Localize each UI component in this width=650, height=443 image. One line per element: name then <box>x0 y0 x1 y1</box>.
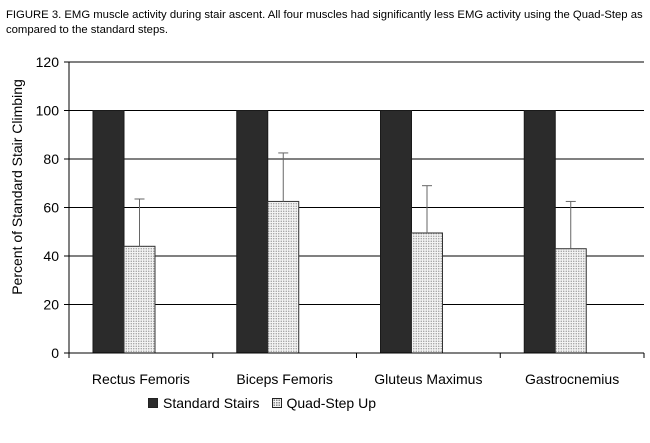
bar-standard-stairs <box>92 110 125 354</box>
bar-quad-step-up <box>554 248 587 354</box>
y-axis-label: Percent of Standard Stair Climbing <box>9 79 25 295</box>
legend-item-quad: Quad-Step Up <box>271 395 377 411</box>
y-tick-label: 80 <box>43 151 59 167</box>
legend-swatch-standard <box>148 398 158 408</box>
y-tick-label: 20 <box>43 297 59 313</box>
bar-standard-stairs <box>380 110 412 354</box>
legend-swatch-quad <box>271 398 282 408</box>
bar-quad-step-up <box>411 232 443 354</box>
x-tick-label: Gluteus Maximus <box>374 371 482 387</box>
y-tick-label: 0 <box>51 345 59 361</box>
x-tick-label: Biceps Femoris <box>236 371 332 387</box>
y-tick-label: 40 <box>43 248 59 264</box>
legend: Standard Stairs Quad-Step Up <box>148 395 388 411</box>
legend-item-standard: Standard Stairs <box>148 395 260 411</box>
bar-standard-stairs <box>236 110 269 354</box>
bars <box>92 110 587 354</box>
axes: 0 20 40 60 80 100 120 Rectus Femoris Biceps Femo… <box>36 54 645 387</box>
legend-label-quad: Quad-Step Up <box>286 395 377 411</box>
bar-quad-step-up <box>123 245 156 354</box>
figure-caption: FIGURE 3. EMG muscle activity during sta… <box>6 9 643 36</box>
y-tick-label: 100 <box>36 103 60 119</box>
y-tick-label: 120 <box>36 54 60 70</box>
bar-standard-stairs <box>523 110 556 354</box>
x-tick-label: Rectus Femoris <box>92 371 190 387</box>
y-tick-label: 60 <box>43 200 59 216</box>
error-bars <box>134 152 576 249</box>
legend-label-standard: Standard Stairs <box>163 395 260 411</box>
x-tick-label: Gastrocnemius <box>525 371 619 387</box>
bar-quad-step-up <box>267 200 300 354</box>
